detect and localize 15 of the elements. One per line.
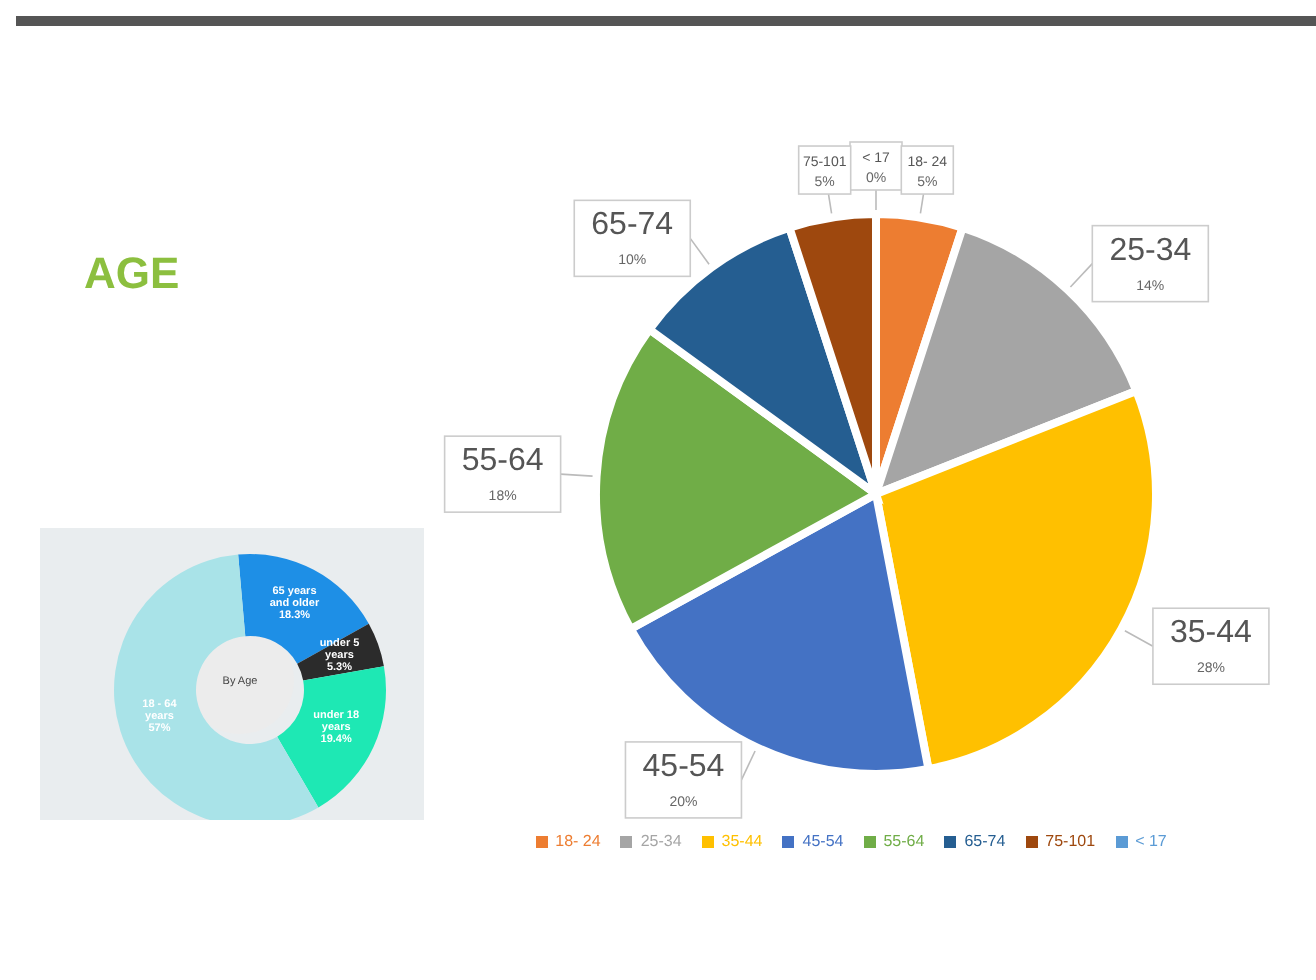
slice-label: 45-54	[642, 749, 725, 784]
legend-label: 25-34	[640, 832, 682, 850]
slice-label: 65-74	[591, 208, 674, 243]
slice-label: 25-34	[1109, 233, 1192, 268]
slice-label: 55-64	[461, 444, 544, 479]
legend-label: 45-54	[802, 832, 844, 850]
legend-label: 65-74	[964, 832, 1006, 850]
slice-label: 35-44	[1169, 616, 1253, 651]
legend-label: 35-44	[721, 832, 763, 850]
legend-label: < 17	[1135, 832, 1167, 850]
legend-label: 18- 24	[555, 832, 601, 850]
text: AGE	[84, 248, 180, 300]
legend-label: 75-101	[1045, 832, 1096, 850]
legend-label: 55-64	[883, 832, 925, 850]
donut-slice	[238, 554, 369, 664]
